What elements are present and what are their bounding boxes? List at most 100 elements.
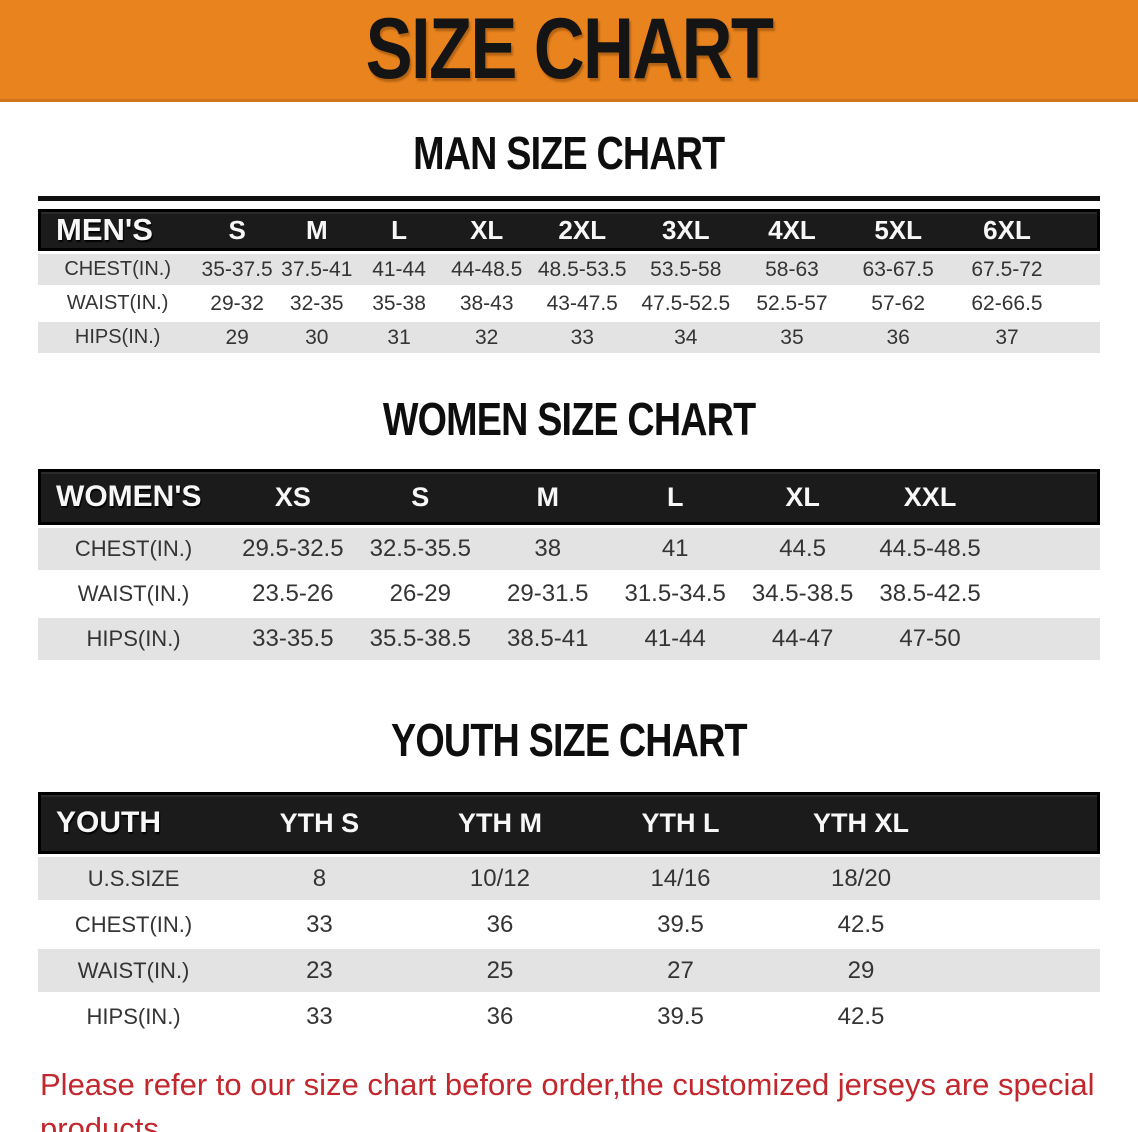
youth-table-wrap: YOUTH YTH S YTH M YTH L YTH XL U.S.SIZE 8 10/12… [38,789,1100,1041]
women-value-cell-0-0: 29.5-32.5 [229,528,357,570]
size-chart-banner: SIZE CHART [0,0,1138,102]
men-value-cell-0-6: 58-63 [738,254,846,285]
men-value-cell-0-1: 37.5-41 [276,254,357,285]
men-value-cell-2-2: 31 [356,322,442,353]
women-value-cell-0-3: 41 [611,528,739,570]
men-value-cell-2-7: 36 [845,322,952,353]
youth-column-header-3: YTH XL [770,792,952,854]
men-value-cell-1-8: 62-66.5 [951,288,1063,319]
women-column-header-3: L [611,469,739,525]
youth-value-cell-1-3: 42.5 [770,903,952,946]
men-column-header-5: 3XL [632,209,739,251]
women-value-cell-0-5: 44.5-48.5 [866,528,994,570]
youth-value-cell-2-3: 29 [770,949,952,992]
men-column-header-0: S [197,209,277,251]
men-value-cell-0-4: 48.5-53.5 [531,254,633,285]
men-row-label-2: HIPS(IN.) [38,322,198,353]
women-value-cell-2-5: 47-50 [866,618,994,660]
men-value-cell-1-2: 35-38 [356,288,442,319]
youth-value-cell-3-0: 33 [229,995,410,1038]
men-column-header-4: 2XL [531,209,633,251]
men-table-label: MEN'S [38,209,198,251]
men-column-header-1: M [276,209,357,251]
men-value-cell-2-5: 34 [632,322,739,353]
men-value-cell-2-3: 32 [441,322,532,353]
men-value-cell-2-4: 33 [531,322,633,353]
men-section-heading: MAN SIZE CHART [0,126,1138,180]
men-value-cell-0-8: 67.5-72 [951,254,1063,285]
youth-value-cell-1-2: 39.5 [590,903,771,946]
youth-row-spacer-2 [951,949,1100,992]
women-data-row-2: HIPS(IN.) 33-35.5 35.5-38.5 38.5-41 41-44 44-… [38,618,1100,660]
men-row-label-1: WAIST(IN.) [38,288,198,319]
youth-data-row-1: CHEST(IN.) 33 36 39.5 42.5 [38,903,1100,946]
men-value-cell-1-1: 32-35 [276,288,357,319]
youth-data-row-2: WAIST(IN.) 23 25 27 29 [38,949,1100,992]
youth-value-cell-1-0: 33 [229,903,410,946]
youth-row-spacer-0 [951,857,1100,900]
men-value-cell-1-6: 52.5-57 [738,288,846,319]
youth-row-label-0: U.S.SIZE [38,857,230,900]
youth-header-spacer [951,792,1100,854]
men-row-label-0: CHEST(IN.) [38,254,198,285]
men-size-table: MEN'S S M L XL 2XL 3XL 4XL 5XL 6XL CHEST(IN.) 35-37… [38,206,1100,356]
banner-title: SIZE CHART [365,1,774,97]
youth-row-spacer-3 [951,995,1100,1038]
men-value-cell-0-5: 53.5-58 [632,254,739,285]
men-value-cell-2-6: 35 [738,322,846,353]
youth-row-label-2: WAIST(IN.) [38,949,230,992]
men-value-cell-1-0: 29-32 [197,288,277,319]
youth-value-cell-3-2: 39.5 [590,995,771,1038]
women-row-spacer-2 [993,618,1100,660]
men-row-spacer-2 [1062,322,1100,353]
women-value-cell-1-5: 38.5-42.5 [866,573,994,615]
men-column-header-8: 6XL [951,209,1063,251]
women-column-header-4: XL [738,469,867,525]
women-data-row-1: WAIST(IN.) 23.5-26 26-29 29-31.5 31.5-34.5 34… [38,573,1100,615]
women-data-row-0: CHEST(IN.) 29.5-32.5 32.5-35.5 38 41 44.5 44.5… [38,528,1100,570]
women-value-cell-1-2: 29-31.5 [484,573,612,615]
women-value-cell-0-4: 44.5 [738,528,867,570]
women-value-cell-1-0: 23.5-26 [229,573,357,615]
women-value-cell-1-1: 26-29 [356,573,485,615]
men-value-cell-0-2: 41-44 [356,254,442,285]
women-heading-text: WOMEN SIZE CHART [382,393,756,445]
youth-data-row-0: U.S.SIZE 8 10/12 14/16 18/20 [38,857,1100,900]
men-data-row-1: WAIST(IN.) 29-32 32-35 35-38 38-43 43-47.5 47.… [38,288,1100,319]
youth-column-header-2: YTH L [590,792,771,854]
order-policy-note-line1: Please refer to our size chart before or… [40,1067,1095,1132]
men-value-cell-2-8: 37 [951,322,1063,353]
men-value-cell-2-1: 30 [276,322,357,353]
youth-section-heading: YOUTH SIZE CHART [0,713,1138,767]
women-value-cell-0-2: 38 [484,528,612,570]
men-value-cell-1-3: 38-43 [441,288,532,319]
youth-header-row: YOUTH YTH S YTH M YTH L YTH XL [38,792,1100,854]
women-size-table: WOMEN'S XS S M L XL XXL CHEST(IN.) 29.5-32.5 32.5… [38,466,1100,663]
women-value-cell-2-0: 33-35.5 [229,618,357,660]
men-heading-text: MAN SIZE CHART [413,127,725,179]
youth-column-header-0: YTH S [229,792,410,854]
men-value-cell-0-3: 44-48.5 [441,254,532,285]
men-value-cell-0-7: 63-67.5 [845,254,952,285]
women-column-header-0: XS [229,469,357,525]
women-value-cell-2-4: 44-47 [738,618,867,660]
men-value-cell-1-7: 57-62 [845,288,952,319]
women-table-label: WOMEN'S [38,469,230,525]
youth-value-cell-2-0: 23 [229,949,410,992]
youth-value-cell-0-2: 14/16 [590,857,771,900]
men-value-cell-0-0: 35-37.5 [197,254,277,285]
women-value-cell-2-2: 38.5-41 [484,618,612,660]
youth-value-cell-3-3: 42.5 [770,995,952,1038]
youth-value-cell-0-3: 18/20 [770,857,952,900]
men-value-cell-1-4: 43-47.5 [531,288,633,319]
women-value-cell-1-3: 31.5-34.5 [611,573,739,615]
women-row-spacer-1 [993,573,1100,615]
youth-value-cell-0-0: 8 [229,857,410,900]
youth-value-cell-2-2: 27 [590,949,771,992]
men-row-spacer-1 [1062,288,1100,319]
youth-heading-text: YOUTH SIZE CHART [391,714,748,766]
men-column-header-6: 4XL [738,209,846,251]
youth-row-label-1: CHEST(IN.) [38,903,230,946]
women-column-header-1: S [356,469,485,525]
women-section-heading: WOMEN SIZE CHART [0,392,1138,446]
